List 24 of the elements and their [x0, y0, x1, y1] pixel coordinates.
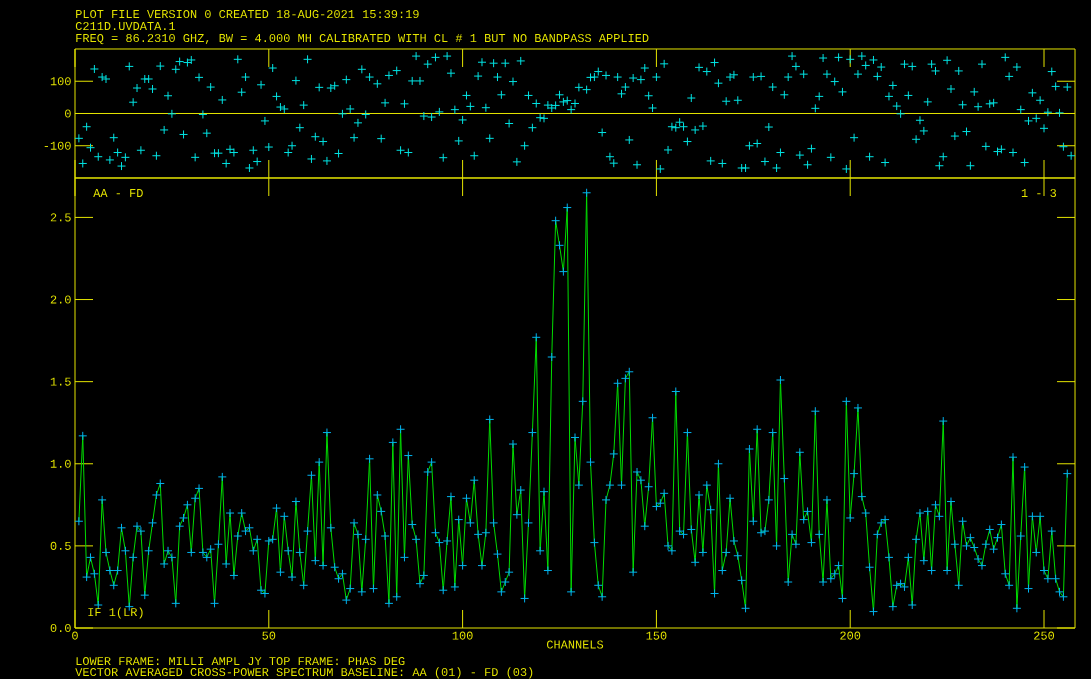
- y-tick-label: 100: [50, 77, 71, 86]
- x-axis-title: CHANNELS: [546, 640, 604, 649]
- x-tick-label: 250: [1034, 631, 1055, 640]
- annotation: IF 1(LR): [88, 607, 143, 619]
- text: C211D.UVDATA.1: [75, 21, 176, 31]
- y-tick-label: 2.5: [50, 213, 71, 222]
- annotation: 1 - 3: [1021, 188, 1057, 198]
- x-tick-label: 0: [72, 631, 78, 640]
- y-tick-label: 0.5: [50, 541, 71, 550]
- x-tick-label: 100: [452, 631, 473, 640]
- annotation: AA - FD: [93, 189, 143, 197]
- y-tick-label: 1.0: [50, 459, 71, 468]
- text: VECTOR AVERAGED CROSS-POWER SPECTRUM BASELINE: AA (01) - FD (03): [75, 667, 533, 679]
- x-tick-label: 150: [646, 631, 667, 640]
- x-tick-label: 200: [840, 631, 861, 640]
- text: FREQ = 86.2310 GHZ, BW = 4.000 MH CALIBRATED WITH CL # 1 BUT NO BANDPASS APPLIED: [76, 33, 649, 45]
- y-tick-label: 0: [65, 109, 71, 118]
- text: LOWER FRAME: MILLI AMPL JY TOP FRAME: PHAS DEG: [76, 657, 405, 666]
- y-tick-label: 2.0: [50, 295, 71, 304]
- y-tick-label: 1.5: [50, 377, 71, 386]
- text: PLOT FILE VERSION 0 CREATED 18-AUG-2021 15:39:19: [76, 9, 419, 19]
- y-tick-label: 0.0: [50, 623, 71, 633]
- x-tick-label: 50: [262, 631, 276, 640]
- y-tick-label: -100: [44, 141, 71, 150]
